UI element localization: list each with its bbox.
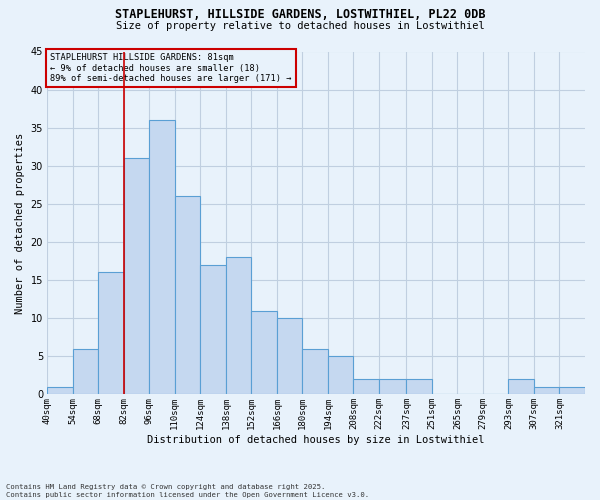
Y-axis label: Number of detached properties: Number of detached properties xyxy=(15,132,25,314)
Bar xyxy=(277,318,302,394)
Text: STAPLEHURST, HILLSIDE GARDENS, LOSTWITHIEL, PL22 0DB: STAPLEHURST, HILLSIDE GARDENS, LOSTWITHI… xyxy=(115,8,485,20)
Bar xyxy=(379,379,406,394)
Bar xyxy=(47,387,73,394)
Text: STAPLEHURST HILLSIDE GARDENS: 81sqm
← 9% of detached houses are smaller (18)
89%: STAPLEHURST HILLSIDE GARDENS: 81sqm ← 9%… xyxy=(50,53,292,83)
Bar xyxy=(251,310,277,394)
Bar xyxy=(98,272,124,394)
Bar xyxy=(328,356,353,395)
Bar xyxy=(124,158,149,394)
Bar xyxy=(226,257,251,394)
Bar xyxy=(175,196,200,394)
Bar xyxy=(353,379,379,394)
Bar xyxy=(302,348,328,395)
Bar xyxy=(559,387,585,394)
Text: Size of property relative to detached houses in Lostwithiel: Size of property relative to detached ho… xyxy=(116,21,484,31)
Text: Contains HM Land Registry data © Crown copyright and database right 2025.
Contai: Contains HM Land Registry data © Crown c… xyxy=(6,484,369,498)
Bar xyxy=(406,379,432,394)
Bar xyxy=(200,265,226,394)
Bar xyxy=(534,387,559,394)
X-axis label: Distribution of detached houses by size in Lostwithiel: Distribution of detached houses by size … xyxy=(148,435,485,445)
Bar xyxy=(73,348,98,395)
Bar xyxy=(508,379,534,394)
Bar xyxy=(149,120,175,394)
